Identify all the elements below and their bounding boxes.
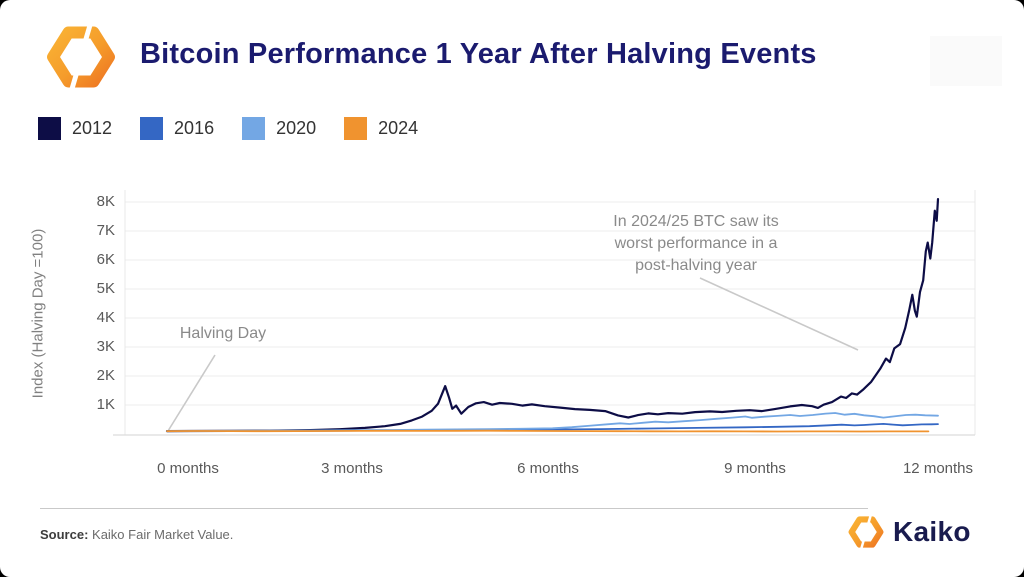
y-tick-5K: 5K [96,280,115,297]
source-text: Kaiko Fair Market Value. [88,527,234,542]
y-tick-8K: 8K [96,193,115,210]
source-note: Source: Kaiko Fair Market Value. [40,527,233,542]
legend-item-2012: 2012 [38,117,112,140]
annotation-worst-line-1: In 2024/25 BTC saw its [613,213,779,230]
legend-label-2020: 2020 [276,118,317,138]
kaiko-logo-icon-small [848,515,884,549]
kaiko-brand: Kaiko [848,514,971,550]
chart-legend: 2012 2016 2020 2024 [38,117,418,140]
legend-item-2020: 2020 [242,117,316,140]
worst-performance-pointer-line [699,277,859,351]
x-tick-6-months: 6 months [517,460,579,477]
y-tick-3K: 3K [96,338,115,355]
y-tick-1K: 1K [96,396,115,413]
legend-label-2012: 2012 [72,118,113,138]
legend-swatch-2016 [140,117,164,140]
legend-swatch-2020 [242,117,266,140]
y-tick-7K: 7K [96,222,115,239]
series-line-2012 [165,198,940,433]
annotation-worst-line-3: post-halving year [635,257,757,274]
series-line-2024 [166,429,930,433]
legend-label-2016: 2016 [174,118,215,138]
annotation-worst-line-2: worst performance in a [614,235,778,252]
y-tick-6K: 6K [96,251,115,268]
legend-item-2016: 2016 [140,117,214,140]
series-line-2020 [166,412,939,433]
x-axis-ticks: 0 months 3 months 6 months 9 months 12 month… [0,460,1024,482]
series-line-2016 [166,422,939,433]
x-tick-9-months: 9 months [724,460,786,477]
y-axis-ticks: 8K 7K 6K 5K 4K 3K 2K 1K [40,0,115,577]
annotation-worst-performance: In 2024/25 BTC saw its worst performance… [588,211,804,277]
x-tick-0-months: 0 months [157,460,219,477]
kaiko-wordmark: Kaiko [893,516,971,547]
legend-item-2024: 2024 [344,117,418,140]
legend-swatch-2012 [38,117,61,140]
kaiko-logo-icon [47,24,115,90]
watermark-box [930,36,1002,86]
y-tick-2K: 2K [96,367,115,384]
annotation-halving-day: Halving Day [179,325,267,342]
series-lines [165,198,940,433]
legend-label-2024: 2024 [378,118,419,138]
x-tick-3-months: 3 months [321,460,383,477]
footer-divider [40,508,868,509]
source-label: Source: [40,527,89,542]
halving-day-pointer-line [167,354,216,432]
legend-swatch-2024 [344,117,368,140]
gridlines [125,201,975,406]
page-title: Bitcoin Performance 1 Year After Halving… [140,38,817,70]
x-tick-12-months: 12 months [902,460,974,477]
y-tick-4K: 4K [96,309,115,326]
